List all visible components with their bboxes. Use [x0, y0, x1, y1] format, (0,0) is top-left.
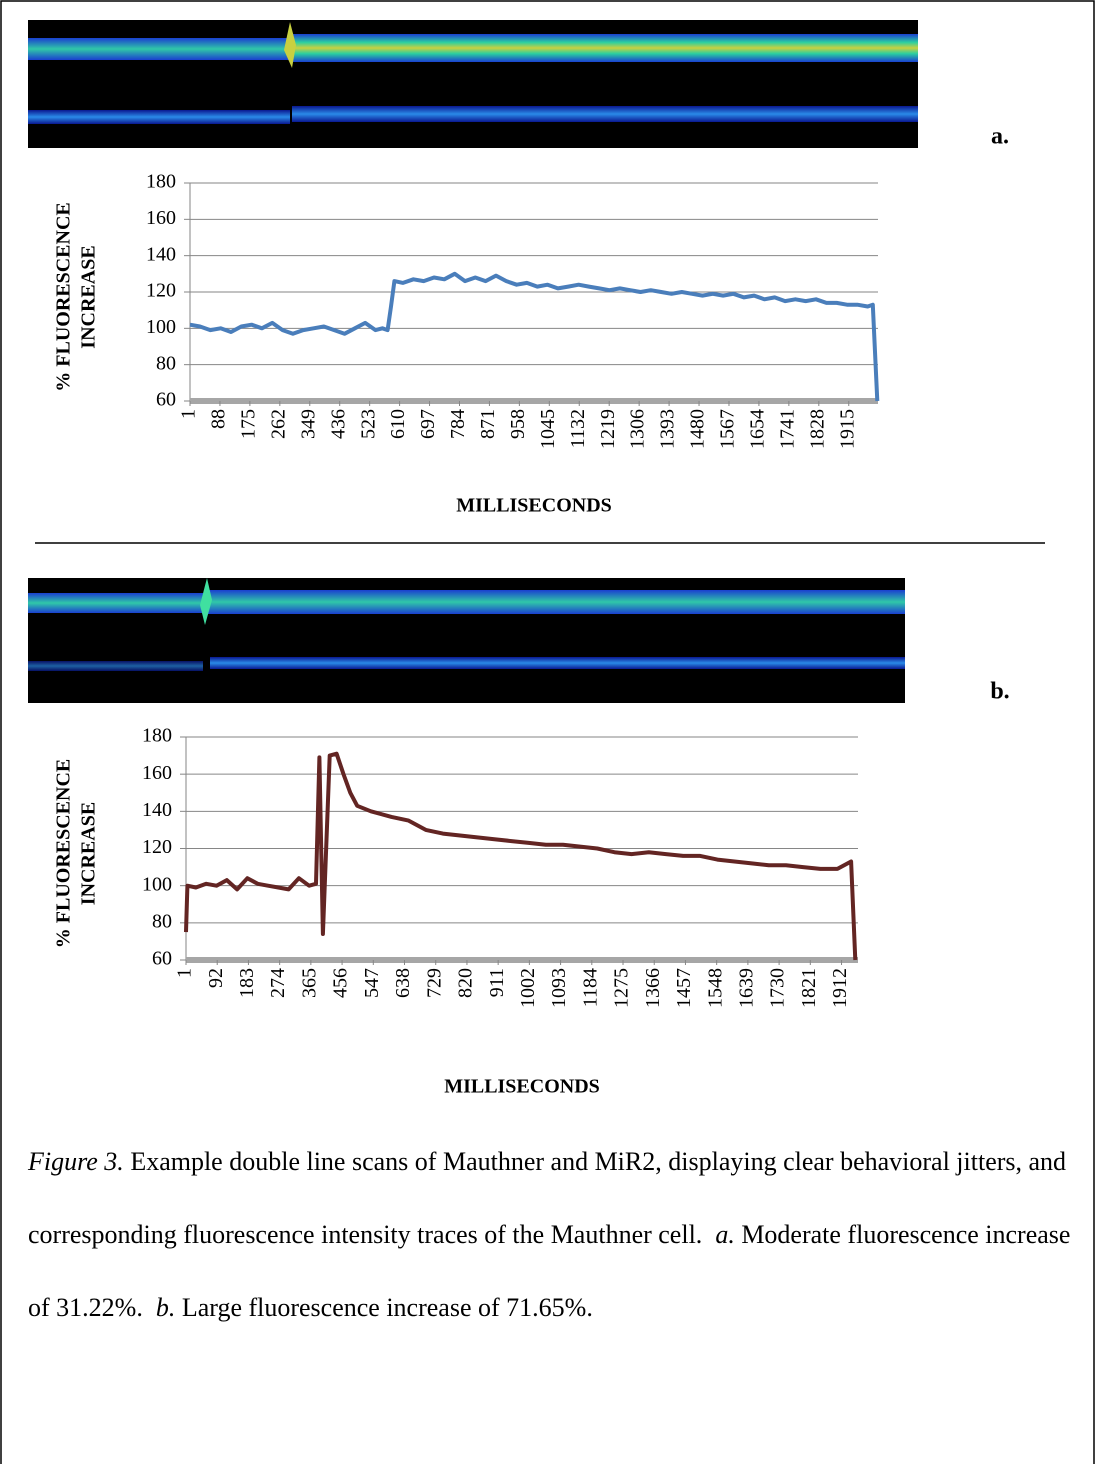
x-tick-label: 1002	[517, 968, 539, 1008]
panel-label: a.	[991, 124, 1009, 150]
x-tick-label: 610	[387, 409, 409, 439]
x-tick-label: 262	[267, 409, 289, 439]
x-tick-label: 638	[392, 968, 414, 998]
y-axis-title: % FLUORESCENCE	[53, 202, 75, 391]
line-scan-image-a	[28, 20, 918, 148]
y-tick-label: 100	[142, 873, 172, 895]
x-tick-label: 958	[507, 409, 529, 439]
panel-label: b.	[990, 679, 1009, 705]
x-tick-label: 1548	[704, 968, 726, 1008]
x-tick-label: 729	[423, 968, 445, 998]
y-tick-label: 120	[142, 836, 172, 858]
x-tick-label: 911	[486, 968, 508, 997]
x-tick-label: 1	[174, 968, 196, 978]
y-tick-label: 140	[146, 243, 176, 265]
x-tick-label: 1912	[829, 968, 851, 1008]
x-tick-label: 274	[267, 968, 289, 998]
y-tick-label: 180	[146, 171, 176, 193]
x-tick-label: 456	[330, 968, 352, 998]
x-tick-label: 820	[455, 968, 477, 998]
y-axis-title: % FLUORESCENCE	[53, 759, 75, 948]
y-tick-label: 80	[152, 910, 172, 932]
data-line	[186, 754, 855, 960]
part-text: Large fluorescence increase of 71.65%.	[182, 1293, 593, 1322]
x-axis-title: MILLISECONDS	[456, 495, 612, 517]
x-tick-label: 1366	[642, 968, 664, 1008]
part-label: a.	[715, 1220, 735, 1249]
x-tick-label: 1567	[717, 409, 739, 449]
x-tick-label: 1132	[567, 409, 589, 448]
x-tick-label: 697	[417, 409, 439, 439]
y-tick-label: 60	[152, 948, 172, 970]
x-tick-label: 1093	[548, 968, 570, 1008]
caption: Figure 3. Example double line scans of M…	[28, 1125, 1088, 1344]
x-tick-label: 1639	[735, 968, 757, 1008]
x-tick-label: 1393	[657, 409, 679, 449]
x-tick-label: 1480	[687, 409, 709, 449]
x-tick-label: 1275	[611, 968, 633, 1008]
y-tick-label: 180	[142, 725, 172, 747]
x-axis-title: MILLISECONDS	[444, 1076, 600, 1098]
part-label: b.	[156, 1293, 176, 1322]
x-tick-label: 1	[178, 409, 200, 419]
y-tick-label: 100	[146, 316, 176, 338]
y-axis-title: INCREASE	[78, 245, 100, 348]
page: a.60801001201401601801881752623494365236…	[0, 0, 1096, 1464]
x-tick-label: 1821	[798, 968, 820, 1008]
figure-label: Figure 3.	[28, 1147, 124, 1176]
y-axis-title: INCREASE	[78, 802, 100, 905]
line-scan-image-b	[28, 578, 905, 703]
x-tick-label: 1219	[597, 409, 619, 449]
x-tick-label: 1654	[747, 409, 769, 449]
x-tick-label: 1306	[627, 409, 649, 449]
x-tick-label: 349	[297, 409, 319, 439]
x-tick-label: 365	[298, 968, 320, 998]
x-tick-label: 1184	[579, 968, 601, 1007]
data-line	[190, 274, 877, 401]
y-tick-label: 160	[142, 762, 172, 784]
x-tick-label: 1730	[767, 968, 789, 1008]
x-tick-label: 547	[361, 968, 383, 998]
x-tick-label: 88	[208, 409, 230, 429]
x-tick-label: 436	[327, 409, 349, 439]
y-tick-label: 80	[156, 352, 176, 374]
x-tick-label: 1915	[836, 409, 858, 449]
x-tick-label: 1045	[537, 409, 559, 449]
x-tick-label: 523	[357, 409, 379, 439]
x-tick-label: 1828	[806, 409, 828, 449]
y-tick-label: 140	[142, 799, 172, 821]
y-tick-label: 160	[146, 207, 176, 229]
x-tick-label: 92	[205, 968, 227, 988]
y-tick-label: 120	[146, 280, 176, 302]
x-tick-label: 183	[236, 968, 258, 998]
x-tick-label: 1741	[776, 409, 798, 449]
x-tick-label: 175	[237, 409, 259, 439]
x-tick-label: 1457	[673, 968, 695, 1008]
x-tick-label: 871	[477, 409, 499, 439]
y-tick-label: 60	[156, 389, 176, 411]
x-tick-label: 784	[447, 409, 469, 439]
